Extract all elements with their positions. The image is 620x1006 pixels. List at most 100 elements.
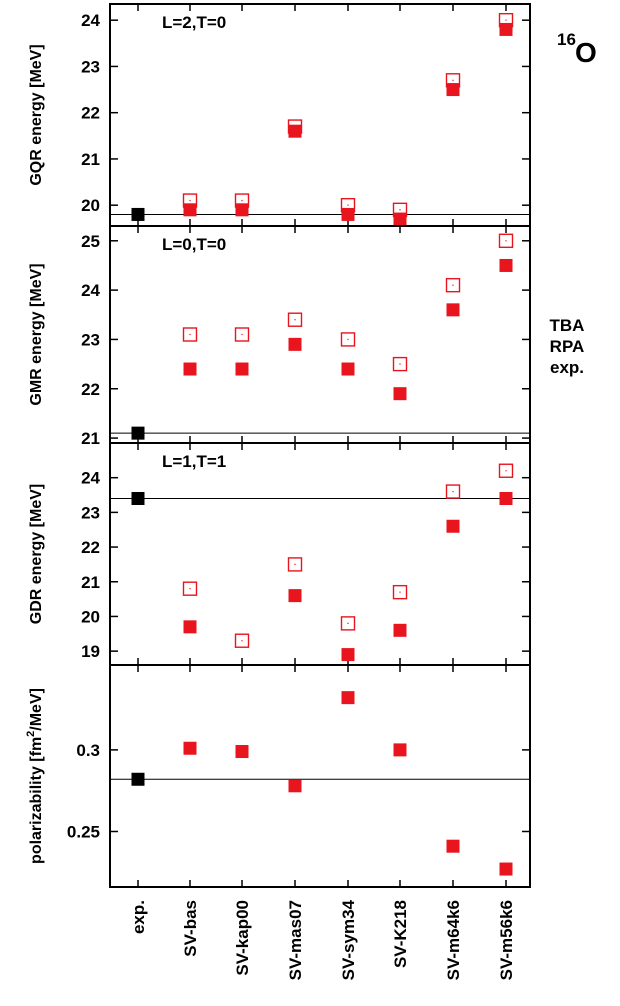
category-label: SV-kap00 (233, 900, 252, 976)
rpa-marker (183, 203, 197, 217)
legend-entry: exp. (550, 358, 584, 377)
y-tick-label: 24 (81, 11, 100, 30)
rpa-marker (393, 387, 407, 401)
tba-marker-center (505, 19, 507, 21)
rpa-marker (235, 362, 249, 376)
category-label: SV-K218 (391, 900, 410, 968)
y-tick-label: 22 (81, 538, 100, 557)
category-label: exp. (129, 900, 148, 934)
panel-label: L=0,T=0 (162, 235, 226, 254)
tba-marker-center (294, 319, 296, 321)
tba-marker-center (347, 622, 349, 624)
rpa-marker (341, 362, 355, 376)
tba-marker (287, 312, 303, 327)
category-label: SV-sym34 (339, 899, 358, 980)
y-axis-label: GDR energy [MeV] (28, 484, 45, 624)
exp-marker (131, 492, 145, 505)
tba-marker-center (452, 284, 454, 286)
panel-frame (109, 3, 531, 227)
rpa-marker (499, 258, 513, 272)
rpa-marker (446, 839, 460, 853)
tba-marker (498, 463, 514, 478)
tba-marker (234, 327, 250, 342)
rpa-marker (499, 862, 513, 876)
tba-marker-center (241, 333, 243, 336)
category-axis: exp. SV-bas SV-kap00 SV-mas07 SV-sym34 SV-K21… (129, 899, 516, 980)
rpa-marker (499, 22, 513, 36)
tba-marker (182, 581, 198, 596)
rpa-marker (235, 745, 249, 759)
y-tick-label: 20 (81, 196, 100, 215)
exp-marker (131, 426, 145, 440)
y-tick-label: 22 (81, 380, 100, 399)
panel-2: 21 22 23 24 25 L=0,T=0 GMR energy [MeV] (28, 225, 531, 448)
y-tick-label: 24 (81, 469, 100, 488)
tba-marker-center (399, 209, 401, 211)
category-label: SV-bas (181, 900, 200, 957)
y-tick-label: 23 (81, 503, 100, 522)
tba-marker-center (189, 199, 191, 202)
exp-marker (131, 772, 145, 786)
tba-marker-center (294, 563, 296, 566)
panel-3: 19 20 21 22 23 24 L=1,T=1 GDR energy [MeV] (28, 442, 531, 666)
tba-marker (392, 584, 408, 600)
panel-frame (109, 664, 531, 888)
rpa-marker (341, 691, 355, 705)
y-axis-label: polarizability [fm2/MeV] (25, 688, 45, 864)
tba-marker-center (399, 591, 401, 593)
tba-marker (445, 484, 461, 499)
category-label: SV-m64k6 (444, 900, 463, 980)
tba-marker-center (452, 79, 454, 81)
panel-1: 20 21 22 23 24 L=2,T=0 GQR energy [MeV] (28, 3, 531, 227)
legend-entry: RPA (550, 337, 585, 356)
category-label: SV-m56k6 (497, 900, 516, 980)
rpa-marker (183, 741, 197, 755)
rpa-marker (288, 779, 302, 793)
tba-marker-center (505, 470, 507, 472)
y-tick-label: 25 (81, 232, 100, 251)
rpa-marker (393, 743, 407, 757)
panel-frame (109, 442, 531, 666)
y-tick-label: 19 (81, 642, 100, 661)
y-tick-label: 22 (81, 104, 100, 123)
tba-marker (340, 332, 356, 347)
y-tick-label: 21 (81, 429, 100, 448)
tba-marker-center (241, 199, 243, 202)
rpa-marker (341, 648, 355, 662)
y-axis-label: GQR energy [MeV] (28, 44, 45, 185)
rpa-marker (393, 212, 407, 226)
exp-marker (131, 207, 145, 221)
tba-marker-center (189, 333, 191, 336)
y-tick-label: 23 (81, 57, 100, 76)
category-label: SV-mas07 (286, 900, 305, 980)
legend-entry: TBA (550, 316, 585, 335)
y-tick-label: 0.3 (76, 741, 100, 760)
rpa-marker (235, 203, 249, 217)
tba-marker (392, 356, 408, 372)
tba-marker-center (347, 338, 349, 341)
tba-marker-center (399, 363, 401, 365)
tba-marker-center (452, 490, 454, 493)
nucleus-mass-number: 16 (557, 30, 576, 49)
rpa-marker (288, 124, 302, 138)
rpa-marker (341, 207, 355, 221)
y-axis-label-main: polarizability [fm (28, 737, 45, 864)
y-tick-label: 21 (81, 150, 100, 169)
rpa-marker (446, 519, 460, 533)
tba-marker (234, 633, 250, 648)
rpa-marker (446, 83, 460, 97)
panel-frame (109, 225, 531, 444)
tba-marker (340, 616, 356, 631)
legend: TBA RPA exp. (550, 316, 585, 377)
rpa-marker (183, 362, 197, 376)
y-axis-label-sup: 2 (25, 731, 37, 737)
rpa-marker (446, 303, 460, 317)
y-tick-label: 23 (81, 330, 100, 349)
tba-marker-center (241, 640, 243, 642)
tba-marker (182, 327, 198, 342)
tba-marker-center (505, 240, 507, 242)
tba-marker (445, 277, 461, 293)
y-axis-label-unit: /MeV] (28, 688, 45, 731)
